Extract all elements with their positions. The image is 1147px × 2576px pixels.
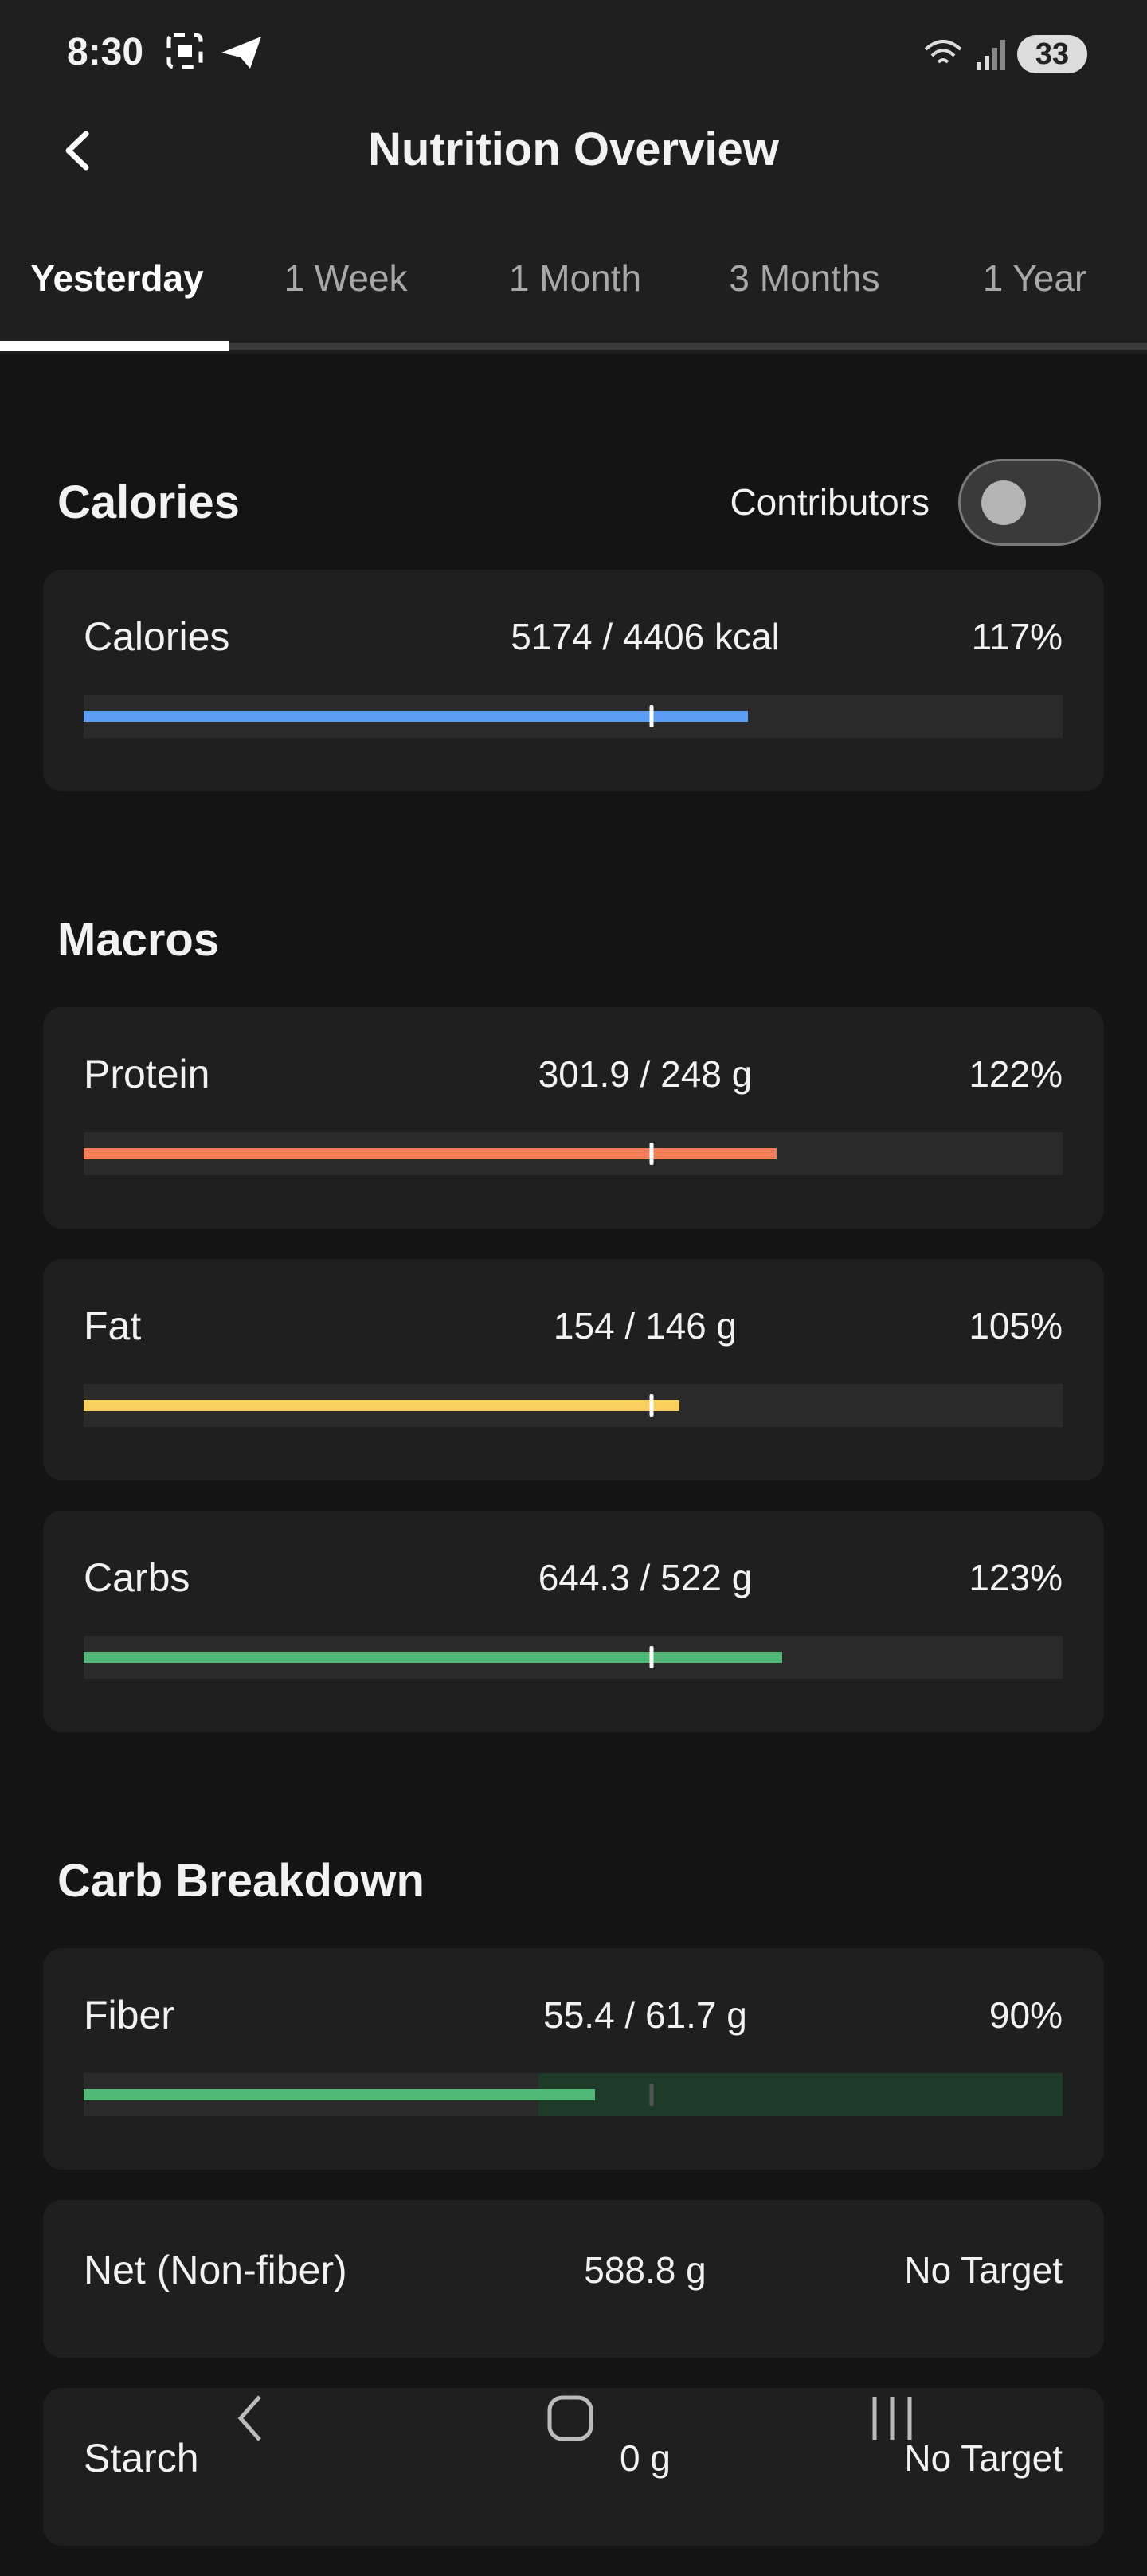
nutrient-amount: 154 / 146 g — [553, 1305, 738, 1347]
nutrient-amount: 0 g — [620, 2437, 671, 2479]
nutrient-card: Carbs 644.3 / 522 g 123% — [43, 1511, 1104, 1732]
target-zone — [538, 2073, 1063, 2116]
nutrient-card: Fat 154 / 146 g 105% — [43, 1259, 1104, 1480]
nutrient-name: Carbs — [84, 1555, 190, 1600]
nutrient-name: Calories — [84, 614, 230, 659]
progress-track — [84, 1636, 1063, 1679]
status-icons — [166, 33, 261, 69]
section-title: Carb Breakdown — [57, 1854, 425, 1907]
nav-recents[interactable] — [868, 2390, 916, 2446]
progress-track — [84, 1132, 1063, 1175]
progress-bar — [84, 1652, 782, 1663]
nutrient-name: Net (Non-fiber) — [84, 2248, 347, 2292]
section-title: Macros — [57, 913, 220, 966]
nutrient-name: Fat — [84, 1304, 142, 1348]
nutrient-percent: 123% — [969, 1557, 1063, 1598]
nutrient-status: No Target — [904, 2249, 1063, 2291]
back-button[interactable] — [59, 129, 94, 172]
nutrient-amount: 55.4 / 61.7 g — [543, 1994, 747, 2036]
nutrient-card: Fiber 55.4 / 61.7 g 90% — [43, 1948, 1104, 2170]
nutrient-card: Calories 5174 / 4406 kcal 117% — [43, 570, 1104, 791]
target-marker — [649, 705, 654, 727]
progress-bar — [84, 711, 748, 722]
target-marker — [649, 1646, 654, 1668]
nutrient-amount: 644.3 / 522 g — [538, 1557, 753, 1598]
progress-bar — [84, 2089, 595, 2100]
nutrient-percent: 105% — [969, 1305, 1063, 1347]
nutrient-status: No Target — [904, 2437, 1063, 2479]
progress-bar — [84, 1400, 680, 1411]
section-header: Macros — [57, 896, 1101, 983]
tab[interactable]: 1 Year — [982, 257, 1087, 299]
progress-track — [84, 1384, 1063, 1427]
nav-home[interactable] — [545, 2390, 596, 2446]
nutrient-card: Protein 301.9 / 248 g 122% — [43, 1007, 1104, 1229]
nutrient-amount: 5174 / 4406 kcal — [511, 616, 780, 657]
network-icons — [924, 40, 1005, 70]
progress-track — [84, 2073, 1063, 2116]
target-marker — [649, 1394, 654, 1417]
tab[interactable]: 3 Months — [729, 257, 880, 299]
tab-track — [0, 343, 1147, 350]
app-header — [0, 0, 1147, 354]
nutrient-name: Starch — [84, 2436, 199, 2480]
tab[interactable]: Yesterday — [30, 257, 204, 299]
tab-indicator — [0, 341, 229, 351]
nav-back[interactable] — [231, 2390, 269, 2446]
toggle-group: Contributors — [730, 458, 1101, 546]
nutrient-name: Protein — [84, 1052, 210, 1096]
tab[interactable]: 1 Month — [508, 257, 642, 299]
toggle[interactable] — [958, 458, 1101, 546]
progress-track — [84, 695, 1063, 738]
toggle-label: Contributors — [730, 481, 930, 523]
nutrient-percent: 90% — [988, 1994, 1063, 2036]
tab[interactable]: 1 Week — [284, 257, 408, 299]
content: Calories Contributors Calories 5174 / 4406 … — [0, 354, 1147, 2576]
section-header: Carb Breakdown — [57, 1837, 1101, 1924]
nutrient-amount: 588.8 g — [584, 2249, 707, 2291]
status-time: 8:30 — [67, 31, 144, 73]
nutrient-name: Fiber — [84, 1993, 174, 2037]
battery: 33 — [1017, 35, 1087, 73]
nutrient-percent: 122% — [969, 1053, 1063, 1095]
target-marker — [649, 1143, 654, 1165]
progress-bar — [84, 1148, 777, 1159]
nutrient-amount: 301.9 / 248 g — [538, 1053, 753, 1095]
toggle-knob — [981, 480, 1026, 525]
section-header: Calories Contributors — [57, 458, 1101, 546]
section-title: Calories — [57, 476, 240, 528]
target-marker — [649, 2084, 654, 2106]
nutrient-card: Net (Non-fiber) 588.8 g No Target — [43, 2200, 1104, 2358]
page-title: Nutrition Overview — [368, 124, 779, 175]
nutrient-percent: 117% — [971, 616, 1063, 657]
